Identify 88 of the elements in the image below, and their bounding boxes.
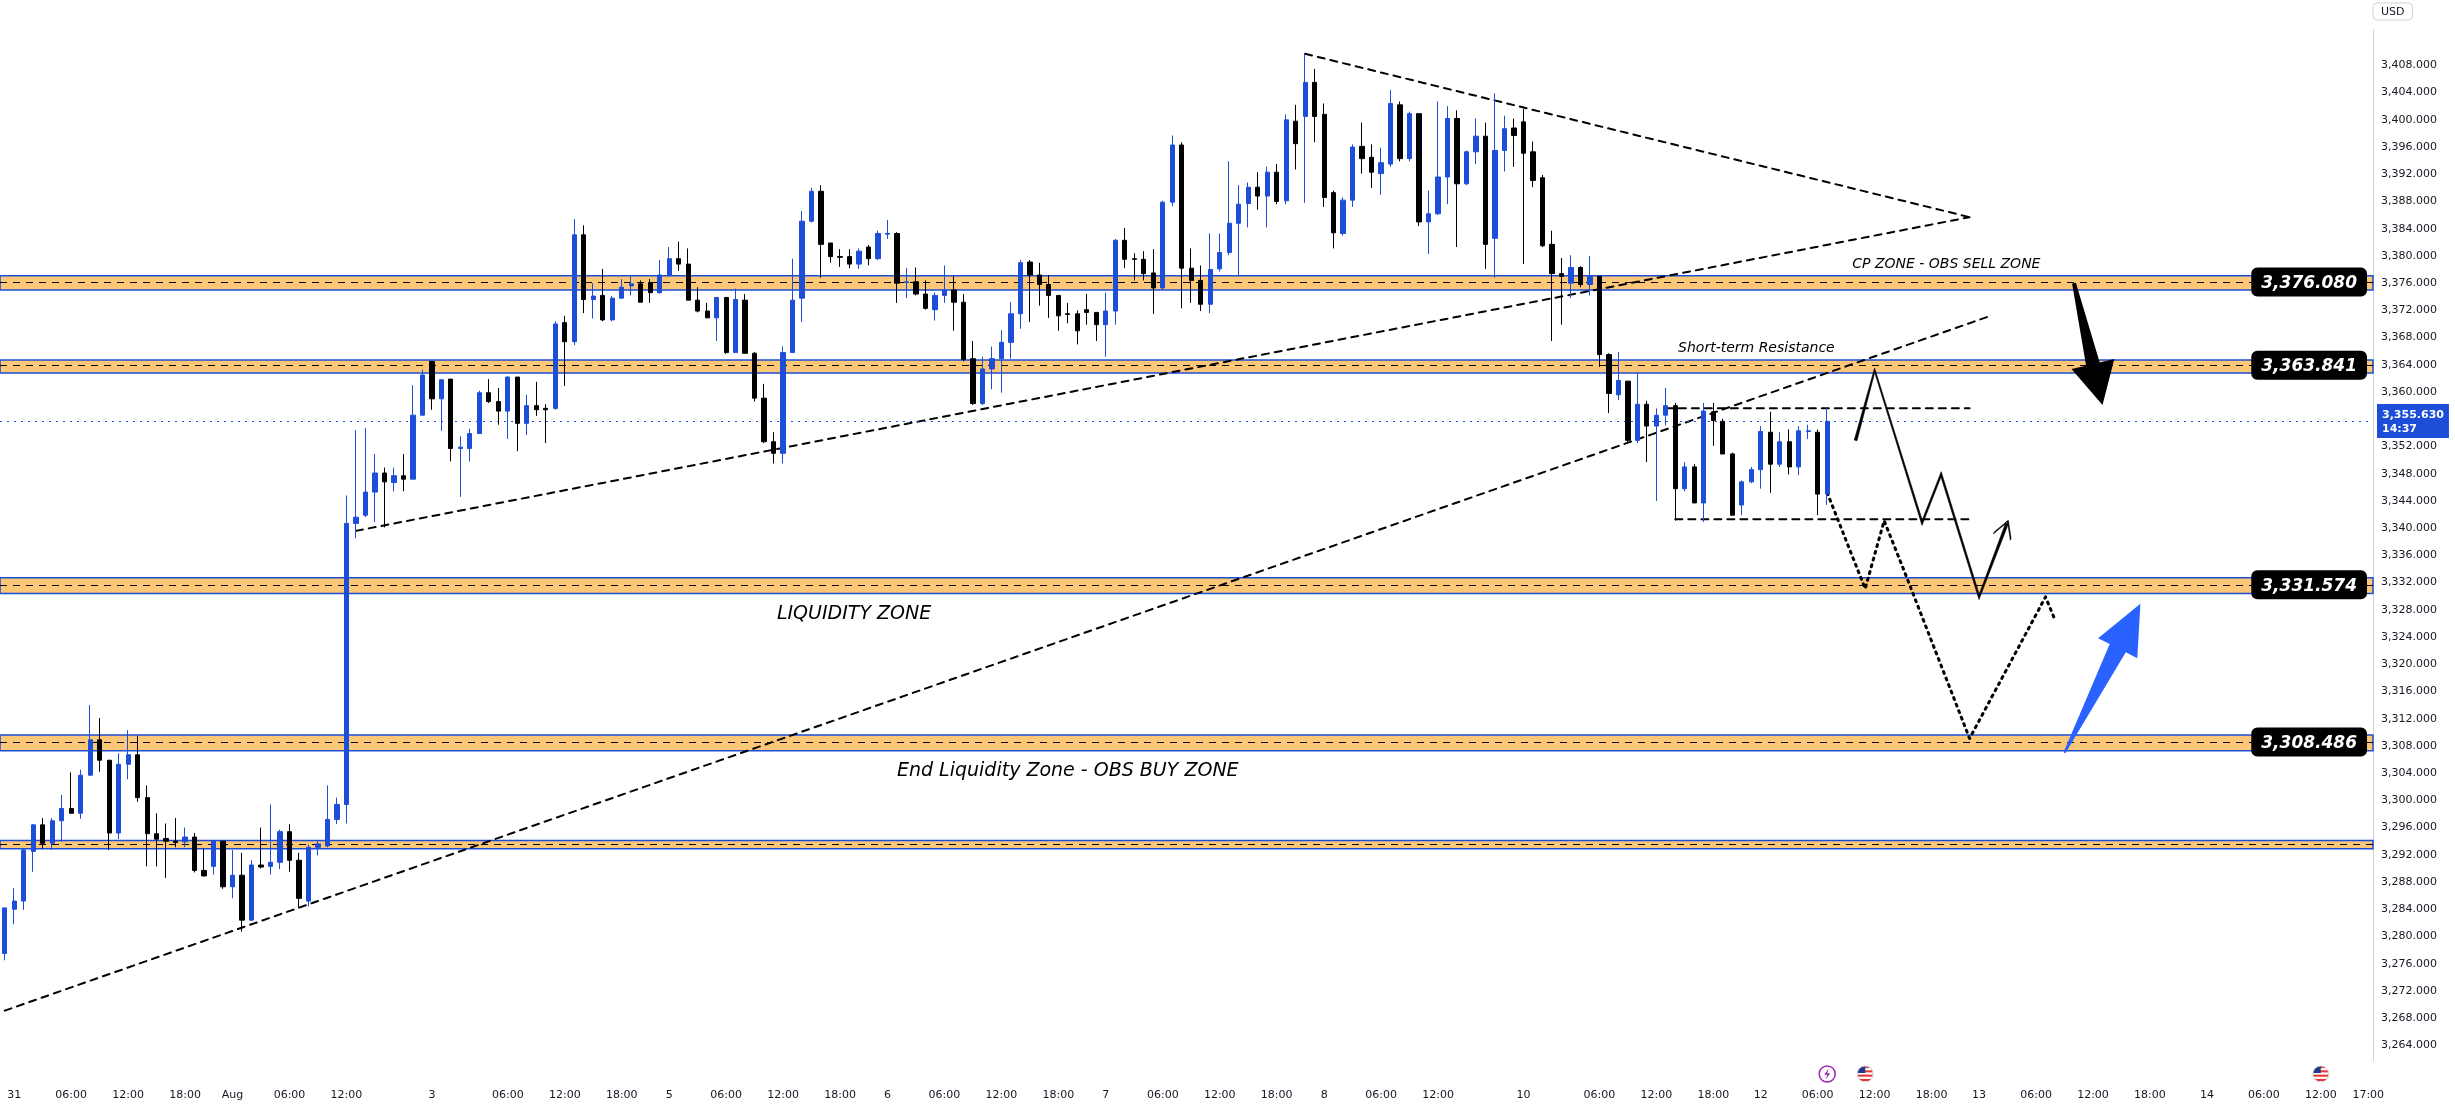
x-tick-label: 12:00 bbox=[1203, 1088, 1236, 1101]
x-tick-label: 06:00 bbox=[1801, 1088, 1834, 1101]
x-tick-label: 18:00 bbox=[605, 1088, 638, 1101]
y-tick-label: 3,348.000 bbox=[2381, 466, 2437, 480]
x-tick-label: 18:00 bbox=[1260, 1088, 1293, 1101]
y-tick-label: 3,280.000 bbox=[2381, 929, 2437, 943]
band-label: LIQUIDITY ZONE bbox=[776, 600, 932, 623]
y-tick-label: 3,396.000 bbox=[2381, 139, 2437, 153]
y-tick-label: 3,372.000 bbox=[2381, 303, 2437, 317]
x-tick-label: 12:00 bbox=[1858, 1088, 1891, 1101]
y-tick-label: 3,300.000 bbox=[2381, 793, 2437, 807]
x-tick-label: 06:00 bbox=[928, 1088, 961, 1101]
y-tick-label: 3,344.000 bbox=[2381, 493, 2437, 507]
x-tick-label: 18:00 bbox=[2134, 1088, 2166, 1101]
x-tick-label: 18:00 bbox=[824, 1088, 856, 1101]
x-tick-label: 18:00 bbox=[169, 1088, 201, 1101]
x-tick-label: 12 bbox=[1753, 1088, 1768, 1101]
x-tick-label: 12:00 bbox=[767, 1088, 799, 1101]
x-tick-label: 12:00 bbox=[330, 1088, 363, 1101]
x-tick-label: 31 bbox=[7, 1088, 22, 1101]
y-tick-label: 3,340.000 bbox=[2381, 520, 2437, 534]
y-tick-label: 3,368.000 bbox=[2381, 330, 2437, 344]
y-tick-label: 3,264.000 bbox=[2381, 1038, 2437, 1052]
ref-line-label: 3,376.080 bbox=[2261, 271, 2358, 292]
x-tick-label: 13 bbox=[1972, 1088, 1987, 1101]
y-tick-label: 3,304.000 bbox=[2381, 765, 2437, 779]
y-tick-label: 3,320.000 bbox=[2381, 657, 2437, 671]
y-tick-label: 3,308.000 bbox=[2381, 738, 2437, 752]
ref-line-label: 3,331.574 bbox=[2261, 574, 2357, 595]
y-tick-label: 3,296.000 bbox=[2381, 820, 2437, 834]
y-tick-label: 3,392.000 bbox=[2381, 167, 2437, 181]
x-tick-label: 10 bbox=[1516, 1088, 1531, 1101]
y-tick-label: 3,360.000 bbox=[2381, 384, 2437, 398]
x-tick-label: 18:00 bbox=[1042, 1088, 1075, 1101]
x-tick-label: 18:00 bbox=[1915, 1088, 1948, 1101]
x-tick-label: 06:00 bbox=[491, 1088, 524, 1101]
x-tick-label: 12:00 bbox=[2077, 1088, 2109, 1101]
band-label: Short-term Resistance bbox=[1678, 339, 1835, 356]
y-tick-label: 3,292.000 bbox=[2381, 847, 2437, 861]
band-label: CP ZONE - OBS SELL ZONE bbox=[1852, 254, 2041, 271]
x-tick-label: 6 bbox=[884, 1088, 891, 1101]
x-tick-label: 8 bbox=[1320, 1088, 1328, 1101]
y-tick-label: 3,268.000 bbox=[2381, 1010, 2437, 1024]
y-tick-label: 3,400.000 bbox=[2381, 112, 2437, 126]
x-tick-label: 06:00 bbox=[710, 1088, 742, 1101]
x-tick-label: 12:00 bbox=[1422, 1088, 1454, 1101]
x-tick-label: 14 bbox=[2199, 1088, 2214, 1101]
x-tick-label: 06:00 bbox=[2247, 1088, 2280, 1101]
y-tick-label: 3,328.000 bbox=[2381, 602, 2437, 616]
y-tick-label: 3,364.000 bbox=[2381, 357, 2437, 371]
y-tick-label: 3,332.000 bbox=[2381, 575, 2437, 589]
x-tick-label: 18:00 bbox=[1697, 1088, 1730, 1101]
y-tick-label: 3,284.000 bbox=[2381, 902, 2437, 916]
y-tick-label: 3,376.000 bbox=[2381, 275, 2437, 289]
y-tick-label: 3,316.000 bbox=[2381, 684, 2437, 698]
x-tick-label: 5 bbox=[665, 1088, 673, 1101]
y-tick-label: 3,352.000 bbox=[2381, 439, 2437, 453]
y-tick-label: 3,276.000 bbox=[2381, 956, 2437, 970]
ref-line-label: 3,308.486 bbox=[2261, 731, 2358, 752]
x-tick-label: 06:00 bbox=[1146, 1088, 1179, 1101]
x-tick-label: 06:00 bbox=[2020, 1088, 2052, 1101]
x-tick-label: 17:00 bbox=[2352, 1088, 2385, 1101]
y-tick-label: 3,388.000 bbox=[2381, 194, 2437, 208]
x-tick-label: 06:00 bbox=[1365, 1088, 1397, 1101]
x-tick-label: 06:00 bbox=[55, 1088, 88, 1101]
x-tick-label: 12:00 bbox=[1640, 1088, 1673, 1101]
x-tick-label: 12:00 bbox=[112, 1088, 144, 1101]
ref-line-label: 3,355.630 14:37 bbox=[2382, 407, 2445, 435]
y-tick-label: 3,408.000 bbox=[2381, 58, 2437, 72]
x-tick-label: 12:00 bbox=[548, 1088, 581, 1101]
y-axis-title: USD bbox=[2381, 5, 2405, 18]
x-tick-label: 06:00 bbox=[273, 1088, 306, 1101]
y-tick-label: 3,272.000 bbox=[2381, 983, 2437, 997]
y-tick-label: 3,288.000 bbox=[2381, 874, 2437, 888]
y-tick-label: 3,336.000 bbox=[2381, 548, 2437, 562]
y-tick-label: 3,324.000 bbox=[2381, 629, 2437, 643]
y-tick-label: 3,384.000 bbox=[2381, 221, 2437, 235]
y-tick-label: 3,380.000 bbox=[2381, 248, 2437, 262]
x-tick-label: 12:00 bbox=[985, 1088, 1018, 1101]
x-tick-label: 12:00 bbox=[2304, 1088, 2337, 1101]
x-tick-label: 7 bbox=[1102, 1088, 1110, 1101]
x-tick-label: 3 bbox=[428, 1088, 436, 1101]
band-label: End Liquidity Zone - OBS BUY ZONE bbox=[896, 757, 1239, 780]
ref-line-label: 3,363.841 bbox=[2261, 355, 2357, 376]
y-tick-label: 3,312.000 bbox=[2381, 711, 2437, 725]
x-tick-label: 06:00 bbox=[1583, 1088, 1616, 1101]
x-tick-label: Aug bbox=[221, 1088, 244, 1101]
y-tick-label: 3,404.000 bbox=[2381, 85, 2437, 99]
